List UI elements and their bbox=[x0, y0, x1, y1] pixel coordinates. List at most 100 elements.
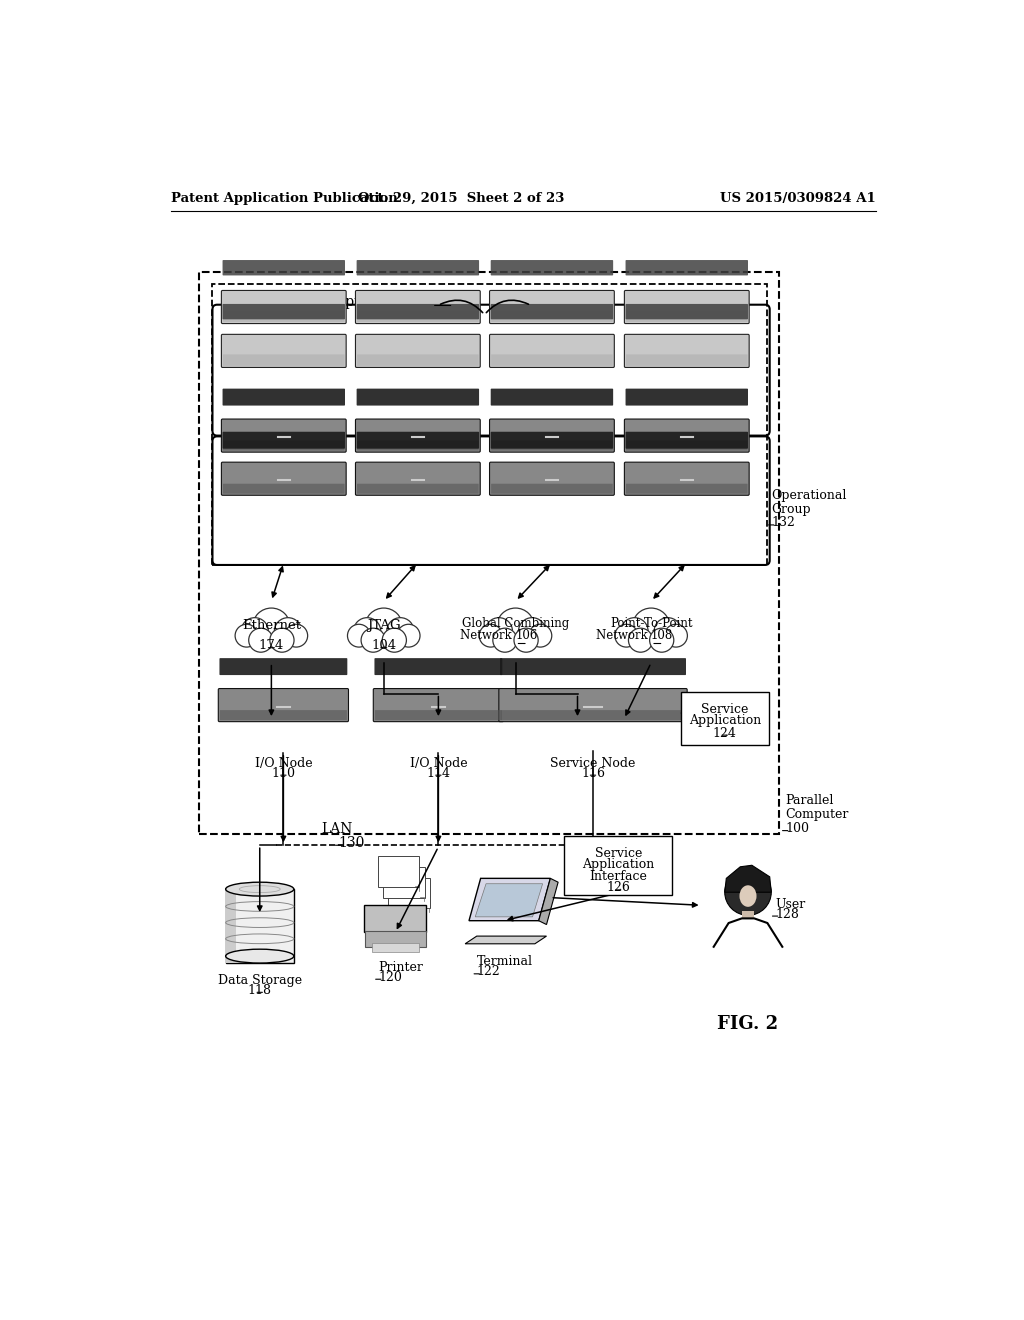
FancyBboxPatch shape bbox=[223, 483, 345, 494]
FancyBboxPatch shape bbox=[225, 890, 236, 964]
Text: Point-To-Point: Point-To-Point bbox=[610, 616, 692, 630]
FancyBboxPatch shape bbox=[356, 304, 479, 319]
FancyBboxPatch shape bbox=[355, 462, 480, 495]
Ellipse shape bbox=[739, 886, 757, 907]
Circle shape bbox=[665, 624, 687, 647]
Text: Compute Nodes: Compute Nodes bbox=[312, 296, 430, 309]
Text: 130: 130 bbox=[339, 836, 366, 850]
Text: FIG. 2: FIG. 2 bbox=[717, 1015, 778, 1032]
FancyBboxPatch shape bbox=[221, 418, 346, 453]
FancyBboxPatch shape bbox=[356, 260, 479, 276]
Text: Network: Network bbox=[460, 628, 515, 642]
FancyBboxPatch shape bbox=[499, 689, 687, 722]
FancyBboxPatch shape bbox=[375, 659, 503, 675]
Text: 110: 110 bbox=[271, 767, 295, 780]
Ellipse shape bbox=[225, 949, 294, 964]
Circle shape bbox=[614, 624, 638, 647]
FancyBboxPatch shape bbox=[626, 432, 748, 449]
FancyBboxPatch shape bbox=[222, 432, 345, 449]
Circle shape bbox=[361, 628, 385, 652]
Circle shape bbox=[353, 618, 381, 644]
FancyBboxPatch shape bbox=[355, 418, 480, 453]
Text: 102: 102 bbox=[432, 296, 458, 309]
Text: US 2015/0309824 A1: US 2015/0309824 A1 bbox=[720, 191, 876, 205]
FancyBboxPatch shape bbox=[741, 911, 755, 919]
Text: Operational: Operational bbox=[771, 490, 847, 503]
Text: Service: Service bbox=[701, 702, 749, 715]
Text: 120: 120 bbox=[378, 970, 402, 983]
Text: 122: 122 bbox=[477, 965, 501, 978]
Circle shape bbox=[397, 624, 420, 647]
FancyBboxPatch shape bbox=[223, 441, 345, 450]
FancyBboxPatch shape bbox=[492, 354, 612, 366]
Text: I/O Node: I/O Node bbox=[410, 758, 467, 771]
FancyBboxPatch shape bbox=[626, 354, 748, 366]
Polygon shape bbox=[725, 866, 771, 892]
Text: Patent Application Publication: Patent Application Publication bbox=[171, 191, 397, 205]
Text: User: User bbox=[775, 898, 805, 911]
Polygon shape bbox=[475, 884, 543, 917]
Circle shape bbox=[528, 624, 552, 647]
Text: JTAG: JTAG bbox=[367, 619, 400, 631]
Text: Service: Service bbox=[595, 847, 642, 859]
FancyBboxPatch shape bbox=[375, 710, 502, 721]
FancyBboxPatch shape bbox=[564, 836, 672, 895]
Circle shape bbox=[236, 624, 258, 647]
Text: Service Node: Service Node bbox=[550, 758, 636, 771]
FancyBboxPatch shape bbox=[221, 462, 346, 495]
Text: 126: 126 bbox=[606, 882, 630, 895]
Text: Application: Application bbox=[688, 714, 761, 727]
FancyBboxPatch shape bbox=[223, 310, 345, 322]
Circle shape bbox=[629, 628, 652, 652]
Text: 124: 124 bbox=[713, 726, 736, 739]
FancyBboxPatch shape bbox=[625, 290, 750, 323]
Ellipse shape bbox=[225, 882, 294, 896]
FancyBboxPatch shape bbox=[492, 483, 612, 494]
Circle shape bbox=[514, 628, 539, 652]
Text: Printer: Printer bbox=[378, 961, 423, 974]
Circle shape bbox=[253, 609, 290, 645]
Circle shape bbox=[285, 624, 307, 647]
FancyBboxPatch shape bbox=[223, 354, 345, 366]
FancyBboxPatch shape bbox=[625, 462, 750, 495]
FancyBboxPatch shape bbox=[489, 418, 614, 453]
FancyBboxPatch shape bbox=[357, 310, 478, 322]
FancyBboxPatch shape bbox=[357, 441, 478, 450]
FancyBboxPatch shape bbox=[492, 441, 612, 450]
Circle shape bbox=[479, 624, 502, 647]
Text: 104: 104 bbox=[371, 639, 396, 652]
FancyBboxPatch shape bbox=[489, 334, 614, 367]
FancyBboxPatch shape bbox=[625, 418, 750, 453]
Text: Terminal: Terminal bbox=[477, 956, 532, 969]
Circle shape bbox=[633, 609, 670, 645]
FancyBboxPatch shape bbox=[490, 388, 613, 405]
FancyBboxPatch shape bbox=[365, 904, 426, 932]
FancyBboxPatch shape bbox=[372, 944, 419, 952]
Text: Interface: Interface bbox=[589, 870, 647, 883]
Circle shape bbox=[497, 609, 535, 645]
Circle shape bbox=[365, 609, 402, 645]
FancyBboxPatch shape bbox=[366, 932, 426, 946]
FancyBboxPatch shape bbox=[490, 260, 613, 276]
Text: Oct. 29, 2015  Sheet 2 of 23: Oct. 29, 2015 Sheet 2 of 23 bbox=[358, 191, 564, 205]
Text: Application: Application bbox=[582, 858, 654, 871]
Text: 114: 114 bbox=[426, 767, 451, 780]
FancyBboxPatch shape bbox=[357, 483, 478, 494]
Text: Global Combining: Global Combining bbox=[462, 616, 569, 630]
Circle shape bbox=[347, 624, 371, 647]
Text: 100: 100 bbox=[785, 822, 809, 836]
FancyBboxPatch shape bbox=[681, 692, 769, 744]
FancyBboxPatch shape bbox=[355, 290, 480, 323]
FancyBboxPatch shape bbox=[222, 304, 345, 319]
Circle shape bbox=[493, 628, 517, 652]
Text: 116: 116 bbox=[581, 767, 605, 780]
Circle shape bbox=[654, 618, 681, 644]
Circle shape bbox=[270, 628, 294, 652]
FancyBboxPatch shape bbox=[378, 857, 420, 887]
FancyBboxPatch shape bbox=[356, 388, 479, 405]
Text: Parallel: Parallel bbox=[785, 793, 834, 807]
FancyBboxPatch shape bbox=[489, 462, 614, 495]
FancyBboxPatch shape bbox=[492, 310, 612, 322]
Text: Computer: Computer bbox=[785, 808, 849, 821]
Text: 118: 118 bbox=[248, 983, 271, 997]
